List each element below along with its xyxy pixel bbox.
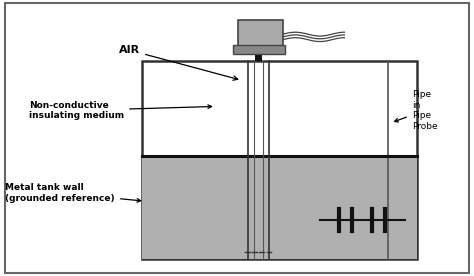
- Bar: [238, 20, 283, 46]
- Text: AIR: AIR: [119, 45, 237, 80]
- Text: Non-conductive
insulating medium: Non-conductive insulating medium: [29, 101, 211, 120]
- Bar: [143, 156, 417, 259]
- Bar: [143, 61, 417, 259]
- Bar: [255, 46, 262, 61]
- Bar: [234, 45, 285, 54]
- Text: Pipe
in
Pipe
Probe: Pipe in Pipe Probe: [394, 91, 438, 131]
- Text: Metal tank wall
(grounded reference): Metal tank wall (grounded reference): [5, 183, 141, 203]
